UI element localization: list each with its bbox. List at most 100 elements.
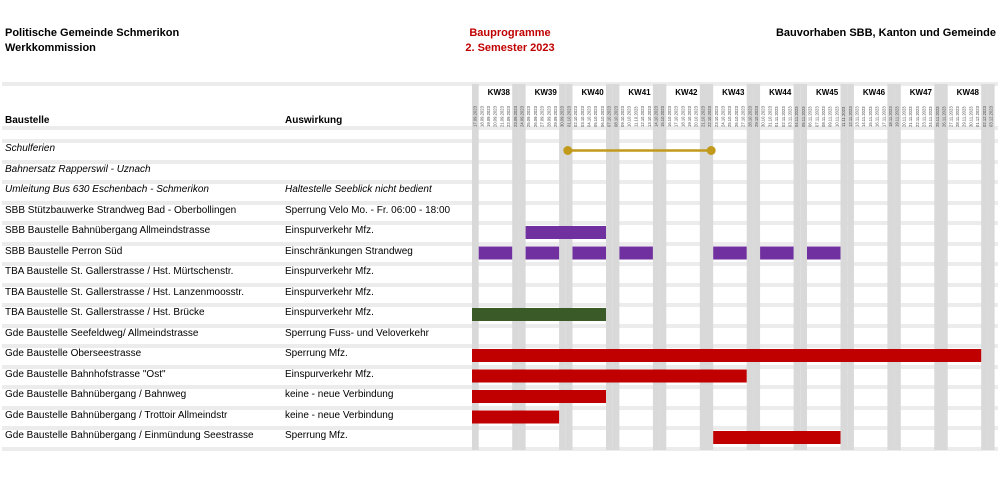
table-row: Gde Baustelle Bahnübergang / Bahnweg kein… bbox=[0, 387, 1000, 407]
date-tick-label: 09.10.2023 bbox=[620, 105, 625, 127]
row-auswirkung: Einspurverkehr Mfz. bbox=[285, 286, 374, 298]
date-tick-label: 02.11.2023 bbox=[781, 106, 786, 127]
table-row: Umleitung Bus 630 Eschenbach - Schmeriko… bbox=[0, 182, 1000, 202]
weekend-stripe bbox=[793, 84, 801, 450]
row-separator bbox=[2, 82, 998, 86]
date-tick-label: 15.10.2023 bbox=[660, 105, 665, 127]
gantt-bar bbox=[478, 246, 513, 260]
date-tick-label: 13.11.2023 bbox=[855, 106, 860, 127]
gantt-bar bbox=[807, 246, 841, 260]
table-row: SBB Baustelle Bahnübergang Allmeindstras… bbox=[0, 223, 1000, 243]
weekend-stripe bbox=[746, 84, 754, 450]
row-separator bbox=[2, 180, 998, 184]
date-tick-label: 08.10.2023 bbox=[613, 105, 618, 127]
date-tick-label: 25.11.2023 bbox=[935, 106, 940, 127]
date-tick-label: 18.10.2023 bbox=[680, 105, 685, 127]
row-baustelle: Gde Baustelle Bahnübergang / Trottoir Al… bbox=[5, 409, 228, 421]
row-separator bbox=[2, 385, 998, 389]
date-tick-label: 07.10.2023 bbox=[607, 105, 612, 127]
date-tick-label: 09.11.2023 bbox=[828, 106, 833, 127]
date-tick-label: 01.12.2023 bbox=[975, 105, 980, 127]
date-tick-label: 14.10.2023 bbox=[654, 105, 659, 127]
weekend-stripe bbox=[753, 84, 761, 450]
table-row: TBA Baustelle St. Gallerstrasse / Hst. M… bbox=[0, 264, 1000, 284]
row-separator bbox=[2, 221, 998, 225]
date-tick-label: 30.10.2023 bbox=[761, 105, 766, 127]
row-auswirkung: Einschränkungen Strandweg bbox=[285, 245, 413, 257]
table-row: Gde Baustelle Bahnübergang / Trottoir Al… bbox=[0, 408, 1000, 428]
row-baustelle: Umleitung Bus 630 Eschenbach - Schmeriko… bbox=[5, 184, 209, 195]
date-tick-label: 28.11.2023 bbox=[955, 106, 960, 127]
date-tick-label: 02.10.2023 bbox=[573, 105, 578, 127]
date-tick-label: 29.09.2023 bbox=[553, 105, 558, 127]
row-auswirkung: Einspurverkehr Mfz. bbox=[285, 266, 374, 277]
column-header-auswirkung: Auswirkung bbox=[285, 115, 343, 126]
week-label: KW44 bbox=[769, 88, 792, 97]
row-baustelle: Gde Baustelle Bahnübergang / Einmündung … bbox=[5, 430, 254, 441]
gantt-bar bbox=[472, 349, 982, 362]
row-auswirkung: keine - neue Verbindung bbox=[285, 389, 394, 400]
date-tick-label: 26.09.2023 bbox=[533, 105, 538, 127]
date-tick-label: 19.09.2023 bbox=[486, 105, 491, 127]
table-row: Gde Baustelle Seefeldweg/ Allmeindstrass… bbox=[0, 326, 1000, 346]
organisation-title: Politische Gemeinde Schmerikon Werkkommi… bbox=[5, 26, 179, 56]
date-tick-label: 06.10.2023 bbox=[600, 105, 605, 127]
table-row: TBA Baustelle St. Gallerstrasse / Hst. B… bbox=[0, 305, 1000, 325]
row-auswirkung: Sperrung Velo Mo. - Fr. 06:00 - 18:00 bbox=[285, 204, 451, 216]
projects-title: Bauvorhaben SBB, Kanton und Gemeinde bbox=[775, 27, 996, 39]
date-tick-label: 20.11.2023 bbox=[901, 106, 906, 127]
date-tick-label: 11.10.2023 bbox=[633, 106, 638, 127]
date-tick-label: 27.11.2023 bbox=[948, 106, 953, 127]
row-separator bbox=[2, 241, 998, 246]
date-tick-label: 12.11.2023 bbox=[848, 106, 853, 127]
date-tick-label: 28.09.2023 bbox=[546, 105, 551, 127]
row-baustelle: Bahnersatz Rapperswil - Uznach bbox=[5, 163, 151, 175]
date-tick-label: 14.11.2023 bbox=[861, 106, 866, 127]
weekend-stripe bbox=[934, 84, 941, 450]
row-baustelle: Gde Baustelle Oberseestrasse bbox=[5, 348, 142, 359]
weekend-stripe bbox=[941, 84, 948, 450]
weekend-stripe bbox=[887, 84, 895, 450]
date-tick-label: 19.11.2023 bbox=[895, 106, 900, 127]
weekend-stripe bbox=[840, 84, 848, 450]
weekend-stripe bbox=[606, 84, 613, 450]
weekend-stripe bbox=[699, 84, 707, 450]
row-baustelle: SBB Stützbauwerke Strandweg Bad - Oberbo… bbox=[5, 204, 237, 216]
week-label: KW48 bbox=[957, 88, 980, 97]
week-label: KW41 bbox=[628, 88, 651, 97]
date-tick-label: 01.11.2023 bbox=[774, 106, 779, 127]
row-baustelle: SBB Baustelle Bahnübergang Allmeindstras… bbox=[5, 225, 211, 236]
date-tick-label: 15.11.2023 bbox=[868, 106, 873, 127]
week-label: KW42 bbox=[675, 88, 698, 97]
date-tick-label: 17.11.2023 bbox=[881, 106, 886, 127]
week-label: KW43 bbox=[722, 88, 745, 97]
date-tick-label: 01.10.2023 bbox=[566, 105, 571, 127]
weekend-stripe bbox=[565, 84, 573, 450]
row-separator bbox=[2, 139, 998, 143]
date-tick-label: 24.09.2023 bbox=[520, 105, 525, 127]
row-baustelle: TBA Baustelle St. Gallerstrasse / Hst. L… bbox=[5, 286, 244, 298]
commission-name: Werkkommission bbox=[5, 42, 96, 54]
gantt-bar bbox=[572, 246, 606, 260]
date-tick-label: 19.10.2023 bbox=[687, 105, 692, 127]
date-tick-label: 16.10.2023 bbox=[667, 105, 672, 127]
row-auswirkung: Einspurverkehr Mfz. bbox=[285, 225, 374, 236]
weekend-stripe bbox=[512, 84, 519, 450]
gantt-bar bbox=[472, 369, 747, 383]
date-tick-label: 18.09.2023 bbox=[479, 105, 484, 127]
row-baustelle: TBA Baustelle St. Gallerstrasse / Hst. B… bbox=[5, 307, 205, 318]
date-tick-label: 29.11.2023 bbox=[962, 106, 967, 127]
weekend-stripe bbox=[894, 84, 901, 450]
gantt-bar bbox=[525, 226, 606, 239]
date-tick-label: 28.10.2023 bbox=[747, 105, 752, 127]
date-tick-label: 20.09.2023 bbox=[493, 105, 498, 127]
weekend-stripe bbox=[472, 84, 479, 450]
date-tick-label: 10.11.2023 bbox=[834, 106, 839, 127]
programme-period: 2. Semester 2023 bbox=[465, 42, 555, 54]
date-tick-label: 31.10.2023 bbox=[767, 105, 772, 127]
row-separator bbox=[2, 344, 998, 348]
week-label: KW46 bbox=[863, 88, 886, 97]
weekend-stripe bbox=[659, 84, 667, 450]
weekend-stripe bbox=[847, 84, 854, 450]
